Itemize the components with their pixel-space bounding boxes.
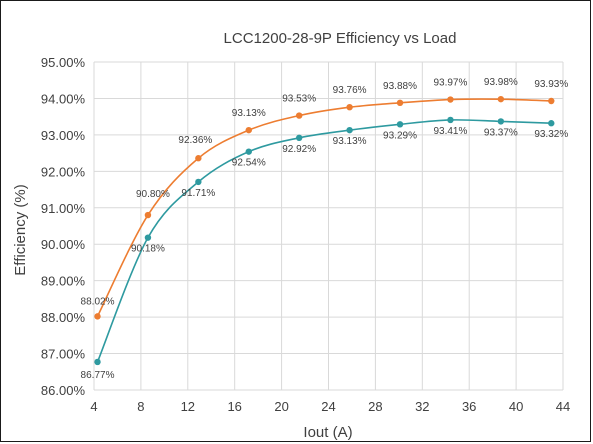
x-tick-label: 8 [137,399,144,414]
data-label: 93.29% [383,130,417,141]
x-tick-label: 24 [321,399,335,414]
data-point [295,112,303,119]
y-tick-label: 89.00% [41,274,86,289]
y-tick-label: 93.00% [41,128,86,143]
data-label: 93.37% [484,127,518,138]
tick-layer: 86.00% 87.00% 88.00% 89.00% 90.00% 91.00% 92.0… [41,55,570,414]
data-point [195,178,202,186]
data-point [94,313,101,320]
data-point [447,116,454,124]
y-tick-label: 94.00% [41,91,86,106]
data-label: 93.13% [232,108,266,119]
data-point [548,120,555,127]
x-tick-label: 16 [227,399,241,414]
data-point [396,99,404,107]
data-point [396,121,404,128]
y-tick-label: 95.00% [41,55,86,70]
chart-title: LCC1200-28-9P Efficiency vs Load [224,30,457,47]
data-point [346,103,353,111]
y-axis-title: Efficiency (%) [12,184,29,275]
data-label: 93.97% [433,78,467,89]
data-label: 93.88% [383,81,417,92]
series-line [96,98,552,317]
data-label: 90.80% [136,189,170,200]
data-label: 93.76% [333,85,367,96]
data-label: 92.54% [232,158,266,169]
y-tick-label: 92.00% [41,164,86,179]
grid-layer [93,61,564,391]
data-label: 93.53% [282,94,316,105]
data-label: 92.36% [178,135,212,146]
data-label: 93.98% [484,77,518,88]
data-point [94,358,101,366]
data-label: 88.02% [81,296,115,307]
data-point [144,234,152,241]
data-label: 86.77% [81,370,115,381]
data-label: 91.71% [181,188,215,199]
x-tick-label: 32 [415,399,429,414]
x-tick-label: 44 [556,399,570,414]
data-label: 93.13% [333,136,367,147]
x-tick-label: 40 [509,399,523,414]
data-label: 93.41% [433,126,467,137]
data-point [497,95,505,103]
data-point [195,155,202,162]
data-point [346,126,353,134]
label-layer: 88.02% 90.80% 92.36% 93.13% 93.53% 93.76% 93.8… [81,77,569,381]
data-label: 92.92% [282,144,316,155]
y-tick-label: 88.00% [41,310,86,325]
x-tick-label: 36 [462,399,476,414]
y-tick-label: 90.00% [41,237,86,252]
data-point [548,97,555,105]
data-label: 90.18% [131,244,165,255]
data-point [295,134,303,142]
x-tick-label: 28 [368,399,382,414]
x-tick-label: 12 [181,399,195,414]
data-point [497,118,505,125]
y-tick-label: 86.00% [41,383,86,398]
x-axis-title: Iout (A) [303,424,352,441]
y-tick-label: 87.00% [41,347,86,362]
data-point [245,126,252,134]
data-point [144,211,152,219]
series-line [96,119,552,363]
data-label: 93.32% [534,129,568,140]
x-tick-label: 20 [274,399,288,414]
series-layer [94,95,555,366]
data-point [245,148,252,155]
data-label: 93.93% [534,79,568,90]
x-tick-label: 4 [90,399,97,414]
y-tick-label: 91.00% [41,201,86,216]
data-point [447,96,454,103]
